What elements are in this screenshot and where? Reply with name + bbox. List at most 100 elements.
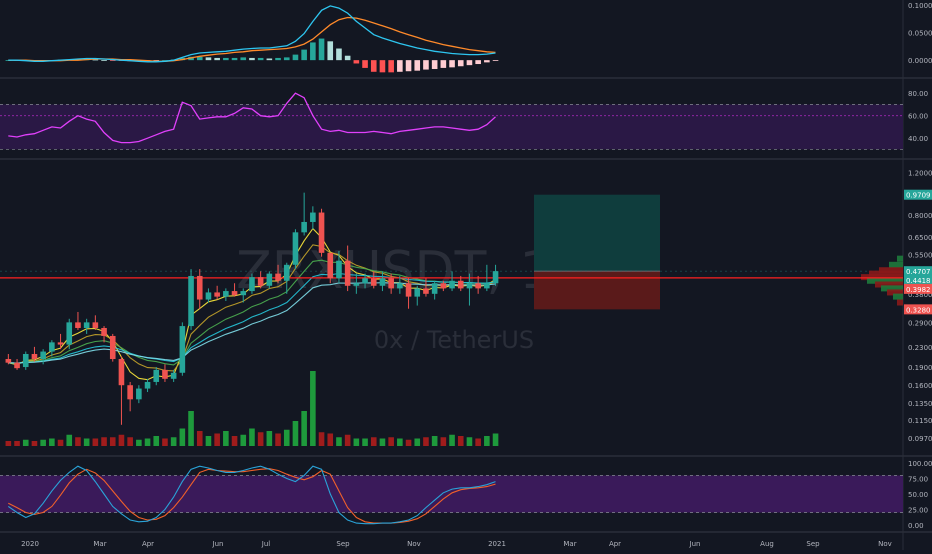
price-label-text: 0.4418 — [906, 277, 931, 285]
candle-body — [66, 322, 73, 345]
volume-profile-bar — [897, 299, 903, 306]
candle-body — [22, 353, 29, 368]
volume-bar — [75, 437, 81, 446]
volume-profile-bar — [887, 289, 903, 296]
volume-bar — [327, 433, 334, 446]
volume-bar — [231, 436, 238, 446]
volume-bar — [336, 437, 342, 446]
rsi-band — [0, 104, 903, 150]
price-axis-tick: 100.00 — [908, 460, 932, 468]
candle-body — [466, 283, 473, 289]
macd-histogram-bar — [223, 57, 229, 61]
candle-body — [370, 278, 377, 286]
candle-body — [362, 278, 368, 284]
time-axis-label: Apr — [609, 540, 621, 548]
macd-histogram-bar — [475, 60, 481, 65]
volume-bar — [484, 436, 490, 446]
candle-body — [40, 351, 46, 360]
macd-histogram-bar — [240, 57, 247, 61]
moving-average-line — [8, 272, 496, 364]
stoch-k-line — [7, 465, 496, 525]
volume-bar — [318, 432, 325, 446]
price-axis-tick: 40.00 — [908, 135, 928, 143]
candle-body — [301, 221, 307, 233]
volume-bar — [440, 437, 447, 446]
volume-profile-bar — [881, 285, 903, 292]
price-axis-tick: 80.00 — [908, 90, 928, 98]
volume-bar — [22, 439, 29, 446]
volume-bar — [379, 438, 386, 446]
price-label-box — [904, 274, 932, 285]
price-axis-tick: 0.1000 — [908, 2, 932, 10]
price-label-box — [904, 283, 932, 294]
volume-bar — [49, 438, 55, 446]
volume-bar — [397, 438, 403, 446]
volume-bar — [492, 433, 499, 446]
candle-body — [275, 273, 281, 281]
time-axis-label: Jun — [212, 540, 224, 548]
candle-body — [31, 353, 38, 360]
volume-profile-bar — [867, 277, 903, 284]
price-axis-tick: 50.00 — [908, 491, 928, 499]
candle-body — [405, 283, 412, 297]
macd-histogram-bar — [318, 38, 325, 61]
price-axis-tick: 0.1600 — [908, 382, 932, 390]
candle-body — [327, 252, 334, 279]
macd-histogram-bar — [362, 60, 368, 68]
time-axis-label: Jul — [261, 540, 271, 548]
price-label-box — [904, 266, 932, 277]
candle-body — [283, 264, 290, 281]
macd-line — [8, 5, 496, 63]
macd-histogram-bar — [431, 60, 438, 70]
price-label-text: 0.3280 — [906, 306, 931, 314]
position-profit-zone — [534, 194, 660, 272]
volume-bar — [101, 437, 107, 446]
macd-pane — [5, 5, 499, 73]
macd-histogram-bar — [397, 60, 403, 72]
price-axis-tick: 0.3800 — [908, 291, 932, 299]
candle-body — [457, 280, 464, 289]
volume-profile-bar — [861, 274, 903, 281]
position-loss-zone — [534, 271, 660, 310]
volume-bar — [370, 437, 377, 446]
candle-body — [223, 291, 229, 297]
candle-body — [266, 273, 273, 286]
candle-body — [414, 288, 421, 297]
volume-bar — [109, 437, 116, 446]
candle-body — [292, 232, 299, 265]
macd-histogram-bar — [205, 57, 212, 61]
macd-histogram-bar — [283, 57, 290, 61]
time-axis-label: Nov — [878, 540, 892, 548]
candle-body — [336, 260, 342, 279]
candle-body — [240, 291, 247, 296]
macd-histogram-bar — [162, 60, 168, 61]
volume-bar — [249, 428, 255, 446]
price-axis-tick: 25.00 — [908, 506, 928, 514]
macd-histogram-bar — [92, 59, 99, 61]
price-label-text: 0.4707 — [906, 268, 931, 276]
candle-body — [5, 359, 12, 363]
candle-body — [162, 369, 168, 379]
position-tool[interactable] — [0, 194, 903, 310]
candle-body — [92, 322, 99, 328]
macd-histogram-bar — [327, 41, 334, 61]
price-axis-tick: 0.1150 — [908, 417, 932, 425]
volume-bar — [466, 437, 473, 446]
macd-histogram-bar — [101, 60, 107, 61]
volume-profile-bar — [869, 270, 903, 277]
price-axis-tick: 0.2300 — [908, 344, 932, 352]
macd-histogram-bar — [344, 55, 351, 61]
candle-body — [388, 278, 394, 289]
time-axis-label: Sep — [336, 540, 350, 548]
volume-bar — [170, 437, 177, 446]
candle-body — [153, 369, 160, 382]
stoch-band — [0, 475, 903, 513]
macd-histogram-bar — [249, 57, 255, 61]
volume-bar — [301, 411, 307, 446]
volume-bar — [205, 436, 212, 446]
price-axis-tick: 60.00 — [908, 113, 928, 121]
volume-bar — [457, 436, 464, 446]
macd-histogram-bar — [449, 60, 455, 68]
macd-histogram-bar — [353, 60, 360, 64]
